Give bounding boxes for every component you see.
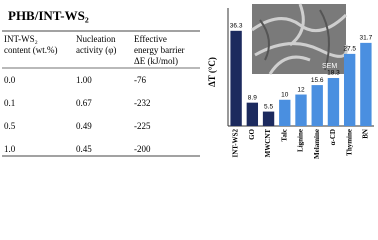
value-label: 5.5 <box>264 103 273 110</box>
table-cell: 0.5 <box>4 121 16 131</box>
bar <box>230 30 242 127</box>
value-label: 27.5 <box>343 46 356 53</box>
table-title: PHB/INT-WS₂ <box>8 8 89 23</box>
table-cell: 0.49 <box>76 121 92 131</box>
bar <box>311 85 323 126</box>
bar <box>327 78 340 126</box>
value-label: 12 <box>297 86 305 93</box>
table-cell: -232 <box>134 98 151 108</box>
table-cell: 0.1 <box>4 98 15 108</box>
table-header: Effective energy barrier ΔE (kJ/mol) <box>134 34 185 66</box>
graphical-abstract: PHB/INT-WS₂ INT-WS₂ content (wt.%) Nucleat… <box>2 3 374 159</box>
sem-texture <box>251 3 348 75</box>
x-tick-label: α-CD <box>329 129 337 145</box>
table-cell: 0.45 <box>76 144 92 154</box>
x-tick-label: BN <box>361 129 369 139</box>
x-tick-label: GO <box>248 128 256 139</box>
table-header: Nucleation activity (φ) <box>76 34 116 55</box>
bar <box>246 102 259 126</box>
table-cell: 1.0 <box>4 144 16 154</box>
bar <box>343 53 356 127</box>
x-tick-label: Lignine <box>297 129 305 152</box>
bar <box>262 111 275 126</box>
table-cell: -225 <box>134 121 151 131</box>
x-tick-label: Talc <box>280 129 288 142</box>
table-cell: -76 <box>134 75 146 85</box>
x-tick-label: Melamine <box>313 129 321 159</box>
value-label: 31.7 <box>360 35 373 42</box>
table-cell: 1.00 <box>76 75 92 85</box>
value-label: 18.3 <box>327 70 340 77</box>
table-header: INT-WS₂ content (wt.%) <box>4 34 57 55</box>
x-tick-label: MWCNT <box>264 129 272 158</box>
bar <box>295 94 307 126</box>
y-axis-label: ΔT (°C) <box>207 57 217 87</box>
bar <box>360 42 372 126</box>
bar <box>279 99 291 126</box>
value-label: 15.6 <box>311 77 324 84</box>
value-label: 10 <box>281 91 289 98</box>
table-cell: -200 <box>134 144 151 154</box>
x-tick-label: Thymine <box>345 129 353 156</box>
sem-inset: SEM <box>251 3 348 75</box>
table: INT-WS₂ content (wt.%) Nucleation activity … <box>2 30 200 157</box>
value-label: 8.9 <box>248 94 257 101</box>
table-cell: 0.67 <box>76 98 92 108</box>
value-label: 36.3 <box>230 23 243 30</box>
sem-label: SEM <box>322 63 337 70</box>
x-tick-label: INT-WS2 <box>232 129 240 158</box>
table-cell: 0.0 <box>4 75 16 85</box>
sem-texture <box>259 9 330 71</box>
